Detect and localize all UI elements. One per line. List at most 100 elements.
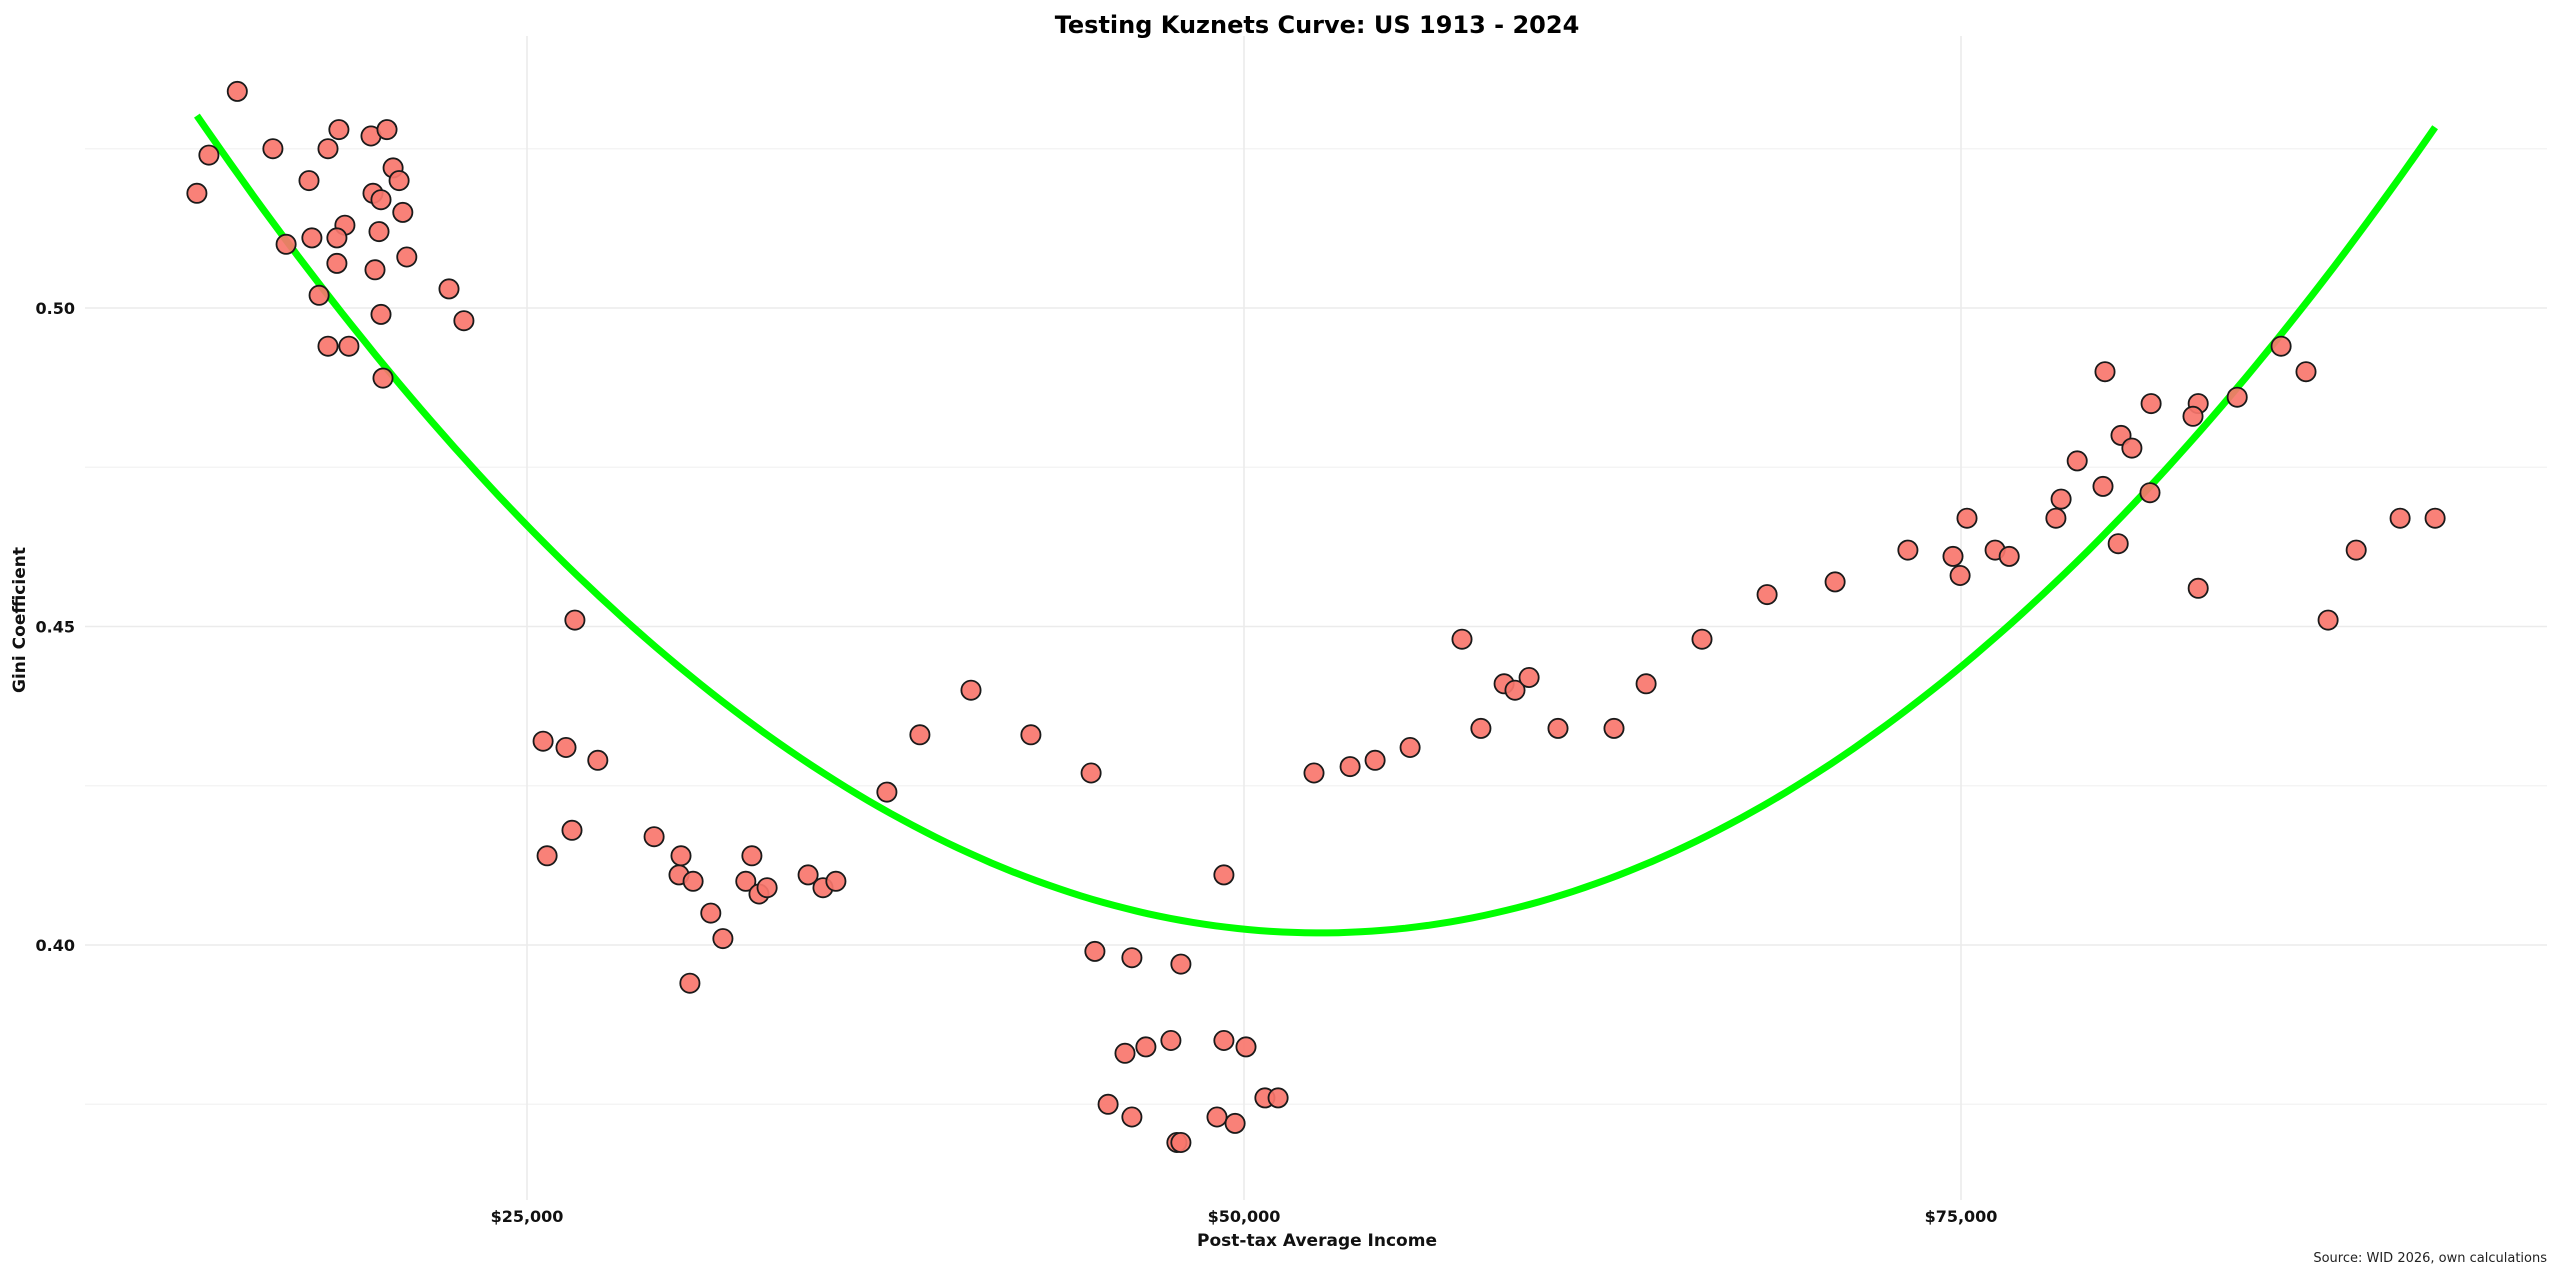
data-point [1267,1087,1289,1109]
y-axis-title: Gini Coefficient [10,547,30,693]
data-point [2121,437,2143,459]
data-point [1213,864,1235,886]
data-point [453,310,475,332]
data-point [682,870,704,892]
data-point [388,170,410,192]
data-point [1170,953,1192,975]
data-point [587,749,609,771]
fit-curve-layer [194,113,2438,937]
data-point [1364,749,1386,771]
source-caption: Source: WID 2026, own calculations [2313,1251,2547,1266]
data-point [186,182,208,204]
data-point [2187,577,2209,599]
data-point [2182,405,2204,427]
data-point [370,303,392,325]
data-point [561,819,583,841]
data-point [1170,1132,1192,1154]
data-point [1224,1112,1246,1134]
data-point [756,877,778,899]
x-tick-label: $75,000 [1925,1207,1998,1226]
data-point [536,845,558,867]
data-point [555,737,577,759]
data-point [1084,940,1106,962]
data-point [1897,539,1919,561]
data-point [2226,386,2248,408]
y-tick-label: 0.45 [36,618,75,637]
data-point [1824,571,1846,593]
data-point [1121,1106,1143,1128]
data-point [1121,947,1143,969]
data-point [317,335,339,357]
data-point [370,189,392,211]
data-point [317,138,339,160]
quadratic-fit-line [194,113,2438,937]
data-point [825,870,847,892]
data-point [741,845,763,867]
data-point [1518,667,1540,689]
data-point [1339,756,1361,778]
data-point [1399,737,1421,759]
data-point [2345,539,2367,561]
data-point [670,845,692,867]
data-point [1691,628,1713,650]
data-point [326,252,348,274]
data-point [1020,724,1042,746]
data-point [1756,584,1778,606]
data-point [1504,679,1526,701]
data-point [2107,533,2129,555]
data-point [396,246,418,268]
data-point [328,119,350,141]
data-point [226,80,248,102]
data-point [262,138,284,160]
data-point [1470,717,1492,739]
data-point [2389,507,2411,529]
data-point [2295,361,2317,383]
data-point [326,227,348,249]
data-point [2139,482,2161,504]
data-point [679,972,701,994]
data-point [643,826,665,848]
data-point [2317,609,2339,631]
data-point [909,724,931,746]
data-point [2270,335,2292,357]
data-point [392,201,414,223]
data-point [2066,450,2088,472]
y-tick-label: 0.50 [36,299,75,318]
data-point [301,227,323,249]
data-point [1451,628,1473,650]
data-point [368,221,390,243]
data-point [1080,762,1102,784]
data-point [2045,507,2067,529]
data-point [532,730,554,752]
data-points-layer [186,80,2446,1154]
data-point [1235,1036,1257,1058]
gridlines [85,36,2547,1200]
data-point [298,170,320,192]
data-point [438,278,460,300]
data-point [1303,762,1325,784]
data-point [1206,1106,1228,1128]
y-axis-tick-labels: 0.40 0.45 0.50 [36,299,75,955]
data-point [1635,673,1657,695]
x-axis-tick-labels: $25,000 $50,000 $75,000 [491,1207,1998,1226]
data-point [198,144,220,166]
data-point [338,335,360,357]
data-point [1603,717,1625,739]
data-point [1547,717,1569,739]
data-point [2424,507,2446,529]
data-point [275,233,297,255]
data-point [364,259,386,281]
data-point [1135,1036,1157,1058]
data-point [1956,507,1978,529]
data-point [372,367,394,389]
data-point [2092,475,2114,497]
data-point [735,870,757,892]
data-point [876,781,898,803]
data-point [2094,361,2116,383]
data-point [1160,1030,1182,1052]
data-point [1114,1042,1136,1064]
data-point [700,902,722,924]
data-point [376,119,398,141]
data-point [797,864,819,886]
